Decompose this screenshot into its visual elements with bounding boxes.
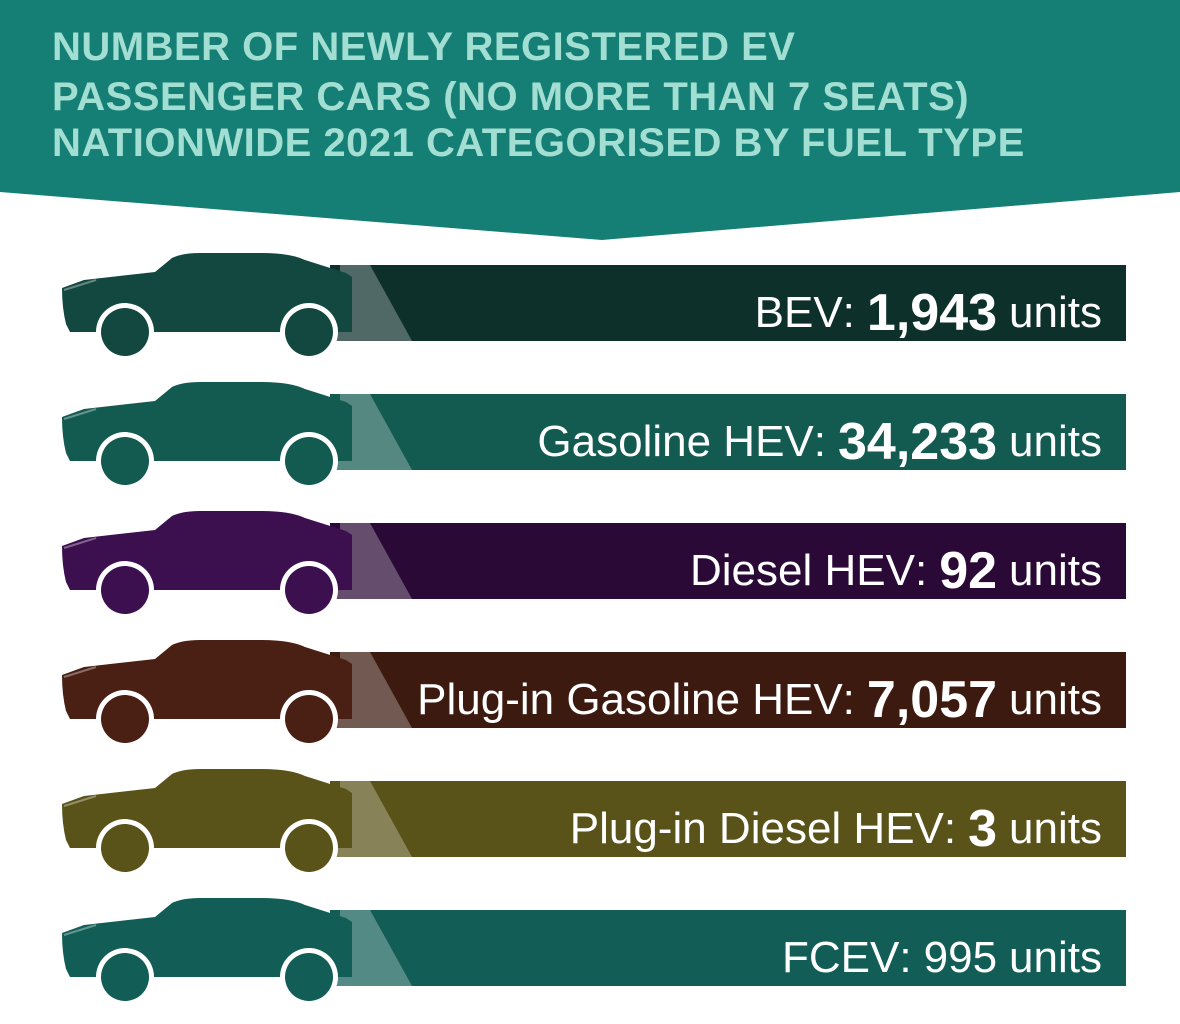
unit-label: units — [1009, 417, 1102, 466]
category-label: BEV — [754, 288, 843, 337]
front-wheel-icon — [101, 437, 149, 485]
headlight-beam — [210, 394, 412, 470]
bar-row: FCEV:995 units — [0, 897, 1180, 1007]
label-separator: : — [899, 933, 912, 982]
headlight-beam — [210, 781, 412, 857]
bar-label: Plug-in Gasoline HEV:7,057 units — [417, 671, 1102, 729]
rear-wheel-icon — [285, 824, 333, 872]
header-banner-shape — [0, 0, 1180, 240]
front-wheel-icon — [101, 695, 149, 743]
headlight-beam — [210, 652, 412, 728]
label-separator: : — [842, 288, 855, 337]
bar — [330, 523, 1126, 599]
chart-title-line-2: PASSENGER CARS (NO MORE THAN 7 SEATS) — [52, 75, 970, 119]
header-banner — [0, 0, 1180, 240]
category-label: FCEV — [782, 933, 900, 982]
value-label: 3 — [968, 800, 998, 858]
bar — [330, 781, 1126, 857]
front-wheel-icon — [101, 953, 149, 1001]
label-separator: : — [914, 546, 928, 595]
rear-wheel-icon — [285, 953, 333, 1001]
bar — [330, 265, 1126, 341]
value-label: 1,943 — [866, 284, 998, 342]
bar-graphic — [62, 253, 1126, 361]
category-label: Gasoline HEV — [537, 417, 814, 466]
value-label: 34,233 — [838, 413, 998, 471]
bar-row: Gasoline HEV:34,233 units — [0, 381, 1180, 491]
bar-label: FCEV:995 units — [782, 929, 1102, 987]
headlight-beam — [210, 523, 412, 599]
bar-label: BEV:1,943 units — [755, 284, 1102, 342]
headlight-beam — [210, 910, 412, 986]
bar — [330, 394, 1126, 470]
front-wheel-icon — [101, 824, 149, 872]
category-label: Plug-in Gasoline HEV — [417, 675, 843, 724]
category-label: Plug-in Diesel HEV — [569, 804, 944, 853]
bar-graphic — [62, 898, 1126, 1006]
bar-graphic — [62, 769, 1126, 877]
rear-wheel-icon — [285, 308, 333, 356]
front-wheel-icon — [101, 308, 149, 356]
label-separator: : — [813, 417, 826, 466]
value-label: 995 — [923, 933, 998, 982]
bar-label: Diesel HEV:92 units — [690, 542, 1102, 600]
rear-wheel-icon — [285, 566, 333, 614]
chart-title-line-1: NUMBER OF NEWLY REGISTERED EV — [52, 25, 796, 69]
car-trim-line — [63, 279, 97, 291]
value-label: 7,057 — [866, 671, 998, 729]
bar-row: Diesel HEV:92 units — [0, 510, 1180, 620]
rear-wheel-icon — [285, 437, 333, 485]
car-trim-line — [63, 537, 97, 549]
bar — [330, 910, 1126, 986]
car-trim-line — [63, 408, 97, 420]
bar-graphic — [62, 640, 1126, 748]
chart-title-line-3: NATIONWIDE 2021 CATEGORISED BY FUEL TYPE — [52, 121, 1025, 165]
unit-label: units — [1009, 675, 1102, 724]
unit-label: units — [1009, 288, 1102, 337]
bar-row: Plug-in Diesel HEV:3 units — [0, 768, 1180, 878]
unit-label: units — [1009, 804, 1102, 853]
bar-label: Gasoline HEV:34,233 units — [537, 413, 1102, 471]
car-trim-line — [63, 795, 97, 807]
front-wheel-icon — [101, 566, 149, 614]
label-separator: : — [943, 804, 957, 853]
car-trim-line — [63, 666, 97, 678]
category-label: Diesel HEV — [690, 546, 915, 595]
unit-label: units — [1009, 546, 1102, 595]
unit-label: units — [1009, 933, 1102, 982]
car-trim-line — [63, 924, 97, 936]
rear-wheel-icon — [285, 695, 333, 743]
value-label: 92 — [939, 542, 998, 600]
bar-row: Plug-in Gasoline HEV:7,057 units — [0, 639, 1180, 749]
bar-row: BEV:1,943 units — [0, 252, 1180, 362]
bar — [330, 652, 1126, 728]
bar-label: Plug-in Diesel HEV:3 units — [570, 800, 1102, 858]
bar-graphic — [62, 382, 1126, 490]
bar-graphic — [62, 511, 1126, 619]
headlight-beam — [210, 265, 412, 341]
label-separator: : — [842, 675, 855, 724]
